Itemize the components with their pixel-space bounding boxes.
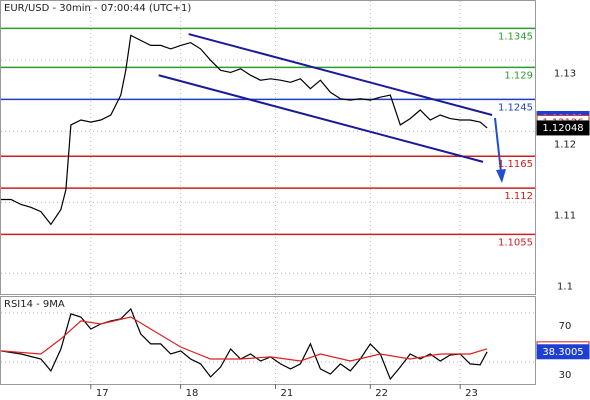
y-tick-label: 30	[559, 370, 572, 381]
price-marker-label: 38.3005	[542, 347, 583, 358]
y-tick-label: 1.13	[554, 68, 576, 79]
channel-line	[158, 74, 484, 163]
level-label: 1.1345	[498, 31, 533, 42]
chart-title: EUR/USD - 30min - 07:00:44 (UTC+1)	[4, 3, 191, 14]
channel-line	[188, 33, 493, 116]
forecast-arrow-head	[496, 169, 506, 183]
level-label: 1.1165	[498, 159, 533, 170]
rsi-title: RSI14 - 9MA	[4, 299, 65, 310]
y-tick-label: 1.1	[557, 281, 573, 292]
y-tick-label: 1.12	[554, 139, 576, 150]
price-marker-box	[536, 120, 590, 136]
level-label: 1.1055	[498, 237, 533, 248]
y-tick-label: 1.11	[554, 210, 576, 221]
level-label: 1.129	[504, 70, 533, 81]
x-tick-label: 18	[186, 388, 199, 399]
rsi-panel-frame	[0, 296, 536, 385]
level-label: 1.1245	[498, 102, 533, 113]
x-tick-label: 17	[96, 388, 109, 399]
y-tick-label: 70	[559, 321, 572, 332]
x-tick-label: 22	[375, 388, 388, 399]
price-marker-box	[536, 344, 590, 360]
series-line	[0, 316, 488, 362]
x-tick-label: 21	[280, 388, 293, 399]
x-tick-label: 23	[465, 388, 478, 399]
forecast-arrow	[494, 117, 502, 173]
series-line	[1, 34, 488, 226]
price-marker-label: 1.12048	[542, 123, 583, 134]
level-label: 1.112	[504, 191, 533, 202]
price-panel-frame	[0, 0, 536, 295]
